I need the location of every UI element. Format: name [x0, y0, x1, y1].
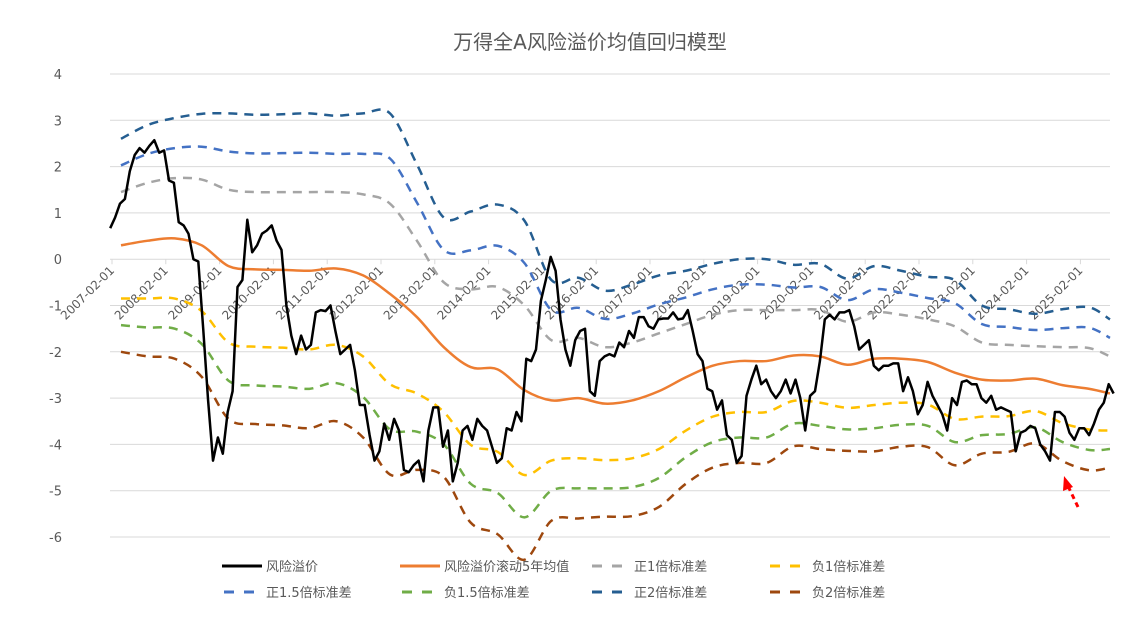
y-tick-label: -5: [49, 485, 62, 500]
legend-item: 风险溢价滚动5年均值: [400, 559, 569, 575]
legend-label: 负1倍标准差: [812, 560, 885, 575]
legend-label: 正2倍标准差: [634, 586, 707, 601]
y-tick-label: -3: [49, 392, 62, 407]
x-tick-label: 2023-02-01: [919, 263, 978, 322]
series-lines: [109, 108, 1115, 561]
x-tick-label: 2010-02-01: [219, 263, 278, 322]
band-line--1: [120, 296, 1111, 477]
band-line--2: [120, 350, 1111, 561]
legend-label: 正1倍标准差: [634, 560, 707, 575]
legend-item: 正1倍标准差: [592, 560, 707, 575]
band-line-1.5: [120, 145, 1111, 340]
x-tick-label: 2011-02-01: [273, 263, 332, 322]
arrowhead-icon: [1063, 476, 1073, 491]
x-tick-label: 2009-02-01: [166, 263, 225, 322]
band-line-1: [120, 176, 1111, 358]
risk-premium-line: [109, 138, 1115, 483]
y-tick-label: 4: [54, 68, 62, 83]
x-tick-label: 2017-02-01: [596, 263, 655, 322]
red-arrow-annotation: [1063, 476, 1080, 508]
legend-item: 负1倍标准差: [770, 560, 885, 575]
x-tick-label: 2021-02-01: [811, 263, 870, 322]
y-tick-label: 0: [54, 253, 62, 268]
x-tick-label: 2008-02-01: [112, 263, 171, 322]
legend-item: 风险溢价: [222, 560, 318, 575]
y-tick-label: -2: [49, 346, 62, 361]
y-tick-label: 1: [54, 207, 62, 222]
y-tick-label: 2: [54, 161, 62, 176]
legend-label: 风险溢价: [266, 560, 318, 575]
y-tick-label: -6: [49, 531, 62, 546]
y-axis-labels: 4 3 2 1 0 -1 -2 -3 -4 -5 -6: [49, 68, 62, 546]
gridlines: [110, 73, 1110, 538]
y-tick-label: -1: [49, 300, 62, 315]
legend-item: 正2倍标准差: [592, 586, 707, 601]
legend-label: 负2倍标准差: [812, 586, 885, 601]
x-tick-label: 2014-02-01: [435, 263, 494, 322]
x-tick-label: 2024-02-01: [973, 263, 1032, 322]
legend-item: 负1.5倍标准差: [402, 586, 530, 601]
x-tick-label: 2020-02-01: [757, 263, 816, 322]
y-tick-label: 3: [54, 114, 62, 129]
y-tick-label: -4: [49, 438, 62, 453]
legend-item: 正1.5倍标准差: [224, 586, 352, 601]
chart-title: 万得全A风险溢价均值回归模型: [453, 30, 727, 54]
legend-label: 正1.5倍标准差: [266, 586, 352, 601]
legend-label: 负1.5倍标准差: [444, 586, 530, 601]
legend-item: 负2倍标准差: [770, 586, 885, 601]
x-axis: 2007-02-012008-02-012009-02-012010-02-01…: [58, 259, 1086, 323]
arrow-shaft: [1066, 485, 1080, 508]
x-tick-label: 2007-02-01: [58, 263, 117, 322]
rolling-mean-line: [120, 236, 1111, 405]
band-line--1.5: [120, 323, 1111, 519]
legend-label: 风险溢价滚动5年均值: [444, 559, 569, 575]
band-line-2: [120, 108, 1111, 321]
